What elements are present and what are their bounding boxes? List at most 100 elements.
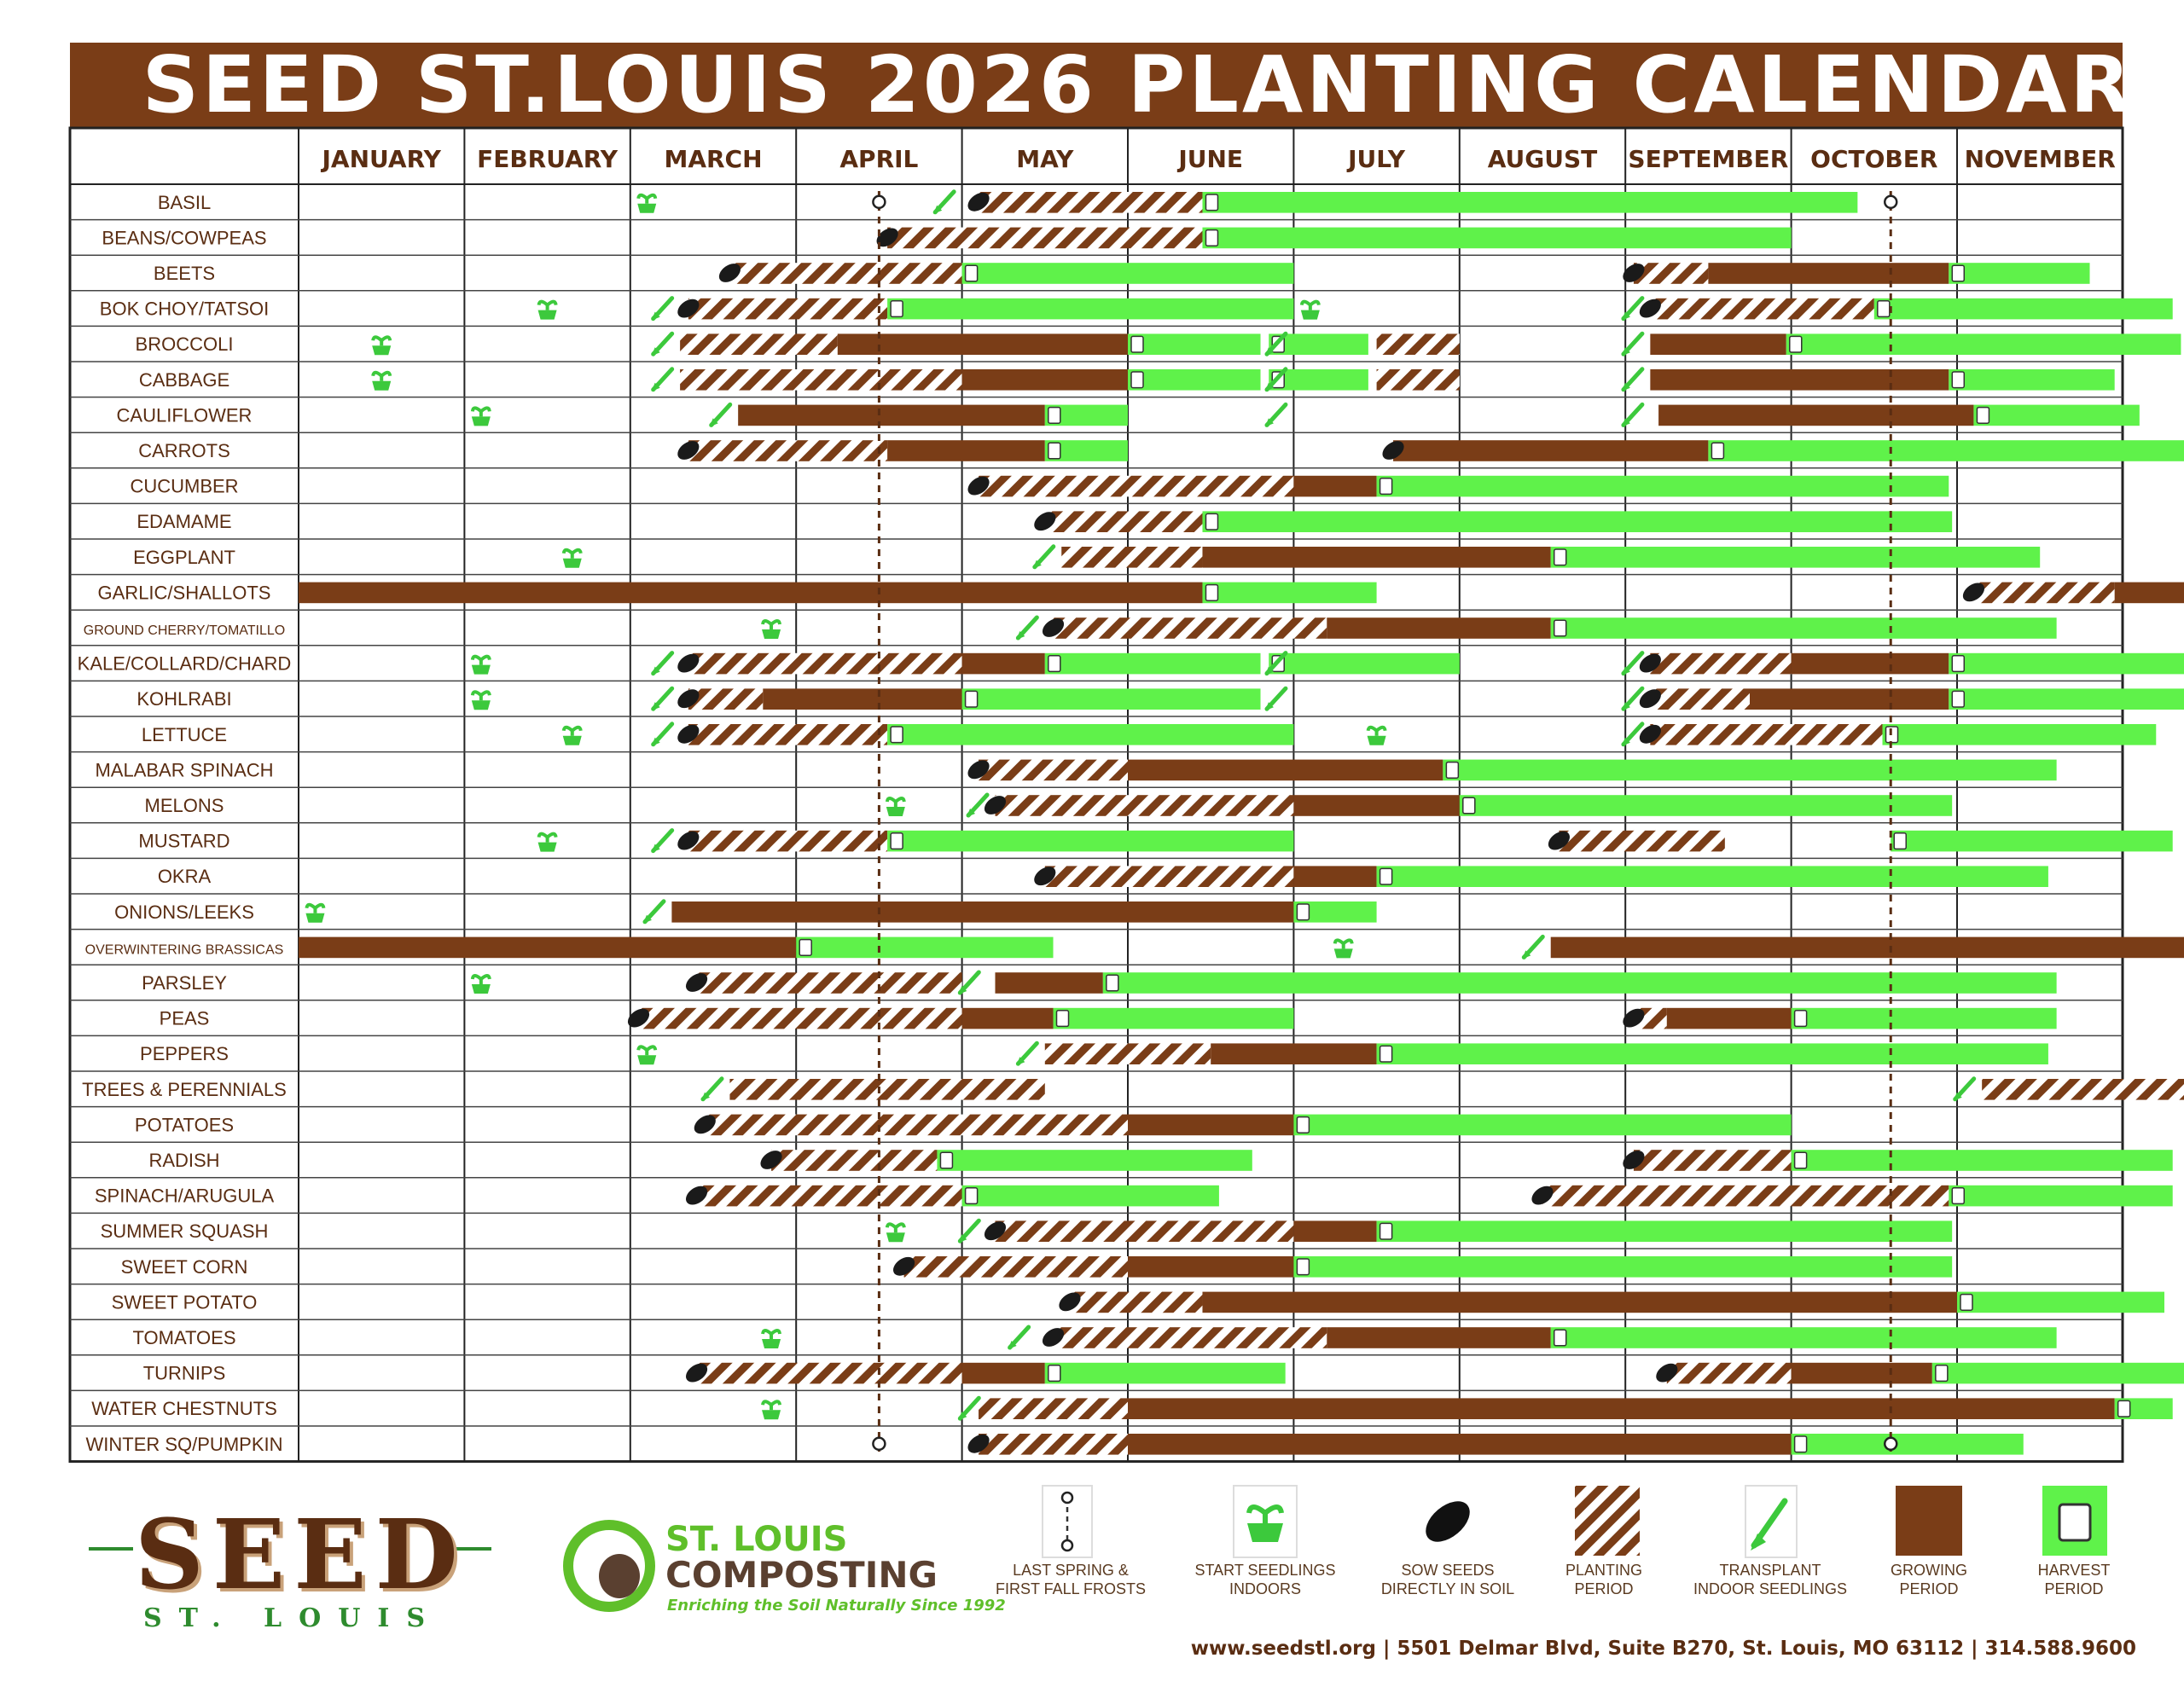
seed-icon [1382, 441, 1404, 460]
growing-bar [1128, 1256, 1294, 1278]
planting-bar [979, 1434, 1128, 1455]
planting-bar [688, 440, 888, 461]
planting-bar [729, 1079, 1045, 1100]
growing-bar [887, 440, 1045, 461]
harvest-bar [1128, 369, 1261, 391]
month-label: APRIL [839, 145, 918, 173]
planting-bar [1650, 724, 1883, 745]
trowel-blade [651, 382, 660, 391]
crop-label: BEETS [154, 263, 215, 284]
calendar-frame [68, 126, 2124, 1464]
harvest-bar [1376, 1043, 2048, 1064]
harvest-bucket-icon [890, 726, 903, 744]
harvest-bucket-icon [1205, 513, 1219, 530]
seedling-icon [562, 735, 582, 745]
harvest-bar [1791, 1434, 2024, 1455]
seedling-icon [471, 664, 491, 675]
harvest-bar [1376, 1220, 1953, 1242]
month-label: OCTOBER [1810, 145, 1937, 173]
growing-bar [1658, 404, 1974, 426]
planting-bar [1633, 1150, 1792, 1171]
seed-icon [685, 1186, 708, 1205]
planting-bar [696, 972, 962, 994]
harvest-bucket-icon [1106, 974, 1119, 992]
crop-label: CUCUMBER [130, 476, 238, 497]
harvest-bucket-icon [1296, 1116, 1310, 1133]
planting-bar [688, 724, 888, 745]
planting-bar [1650, 688, 1750, 710]
month-label: MARCH [664, 145, 762, 173]
trowel-blade [1621, 737, 1630, 746]
crop-label: PARSLEY [142, 972, 227, 994]
legend-label-transplant: TRANSPLANT INDOOR SEEDLINGS [1693, 1562, 1848, 1597]
harvest-bucket-icon [1877, 300, 1891, 318]
seed-icon [1656, 1363, 1678, 1383]
growing-bar [1791, 1362, 1932, 1384]
harvest-bar [1128, 333, 1261, 355]
harvest-bar [1550, 547, 2041, 568]
month-label: JANUARY [321, 145, 442, 173]
harvest-bucket-icon [1951, 1187, 1966, 1205]
planting-bar [680, 369, 962, 391]
harvest-bucket-icon [1130, 335, 1144, 353]
harvest-bar [1044, 1362, 1286, 1384]
trowel-blade [958, 986, 967, 994]
trowel-blade [1621, 702, 1630, 711]
month-label: JUNE [1176, 145, 1243, 173]
chart-title: SEED ST.LOUIS 2026 PLANTING CALENDAR [142, 39, 2135, 130]
seed-icon [760, 1151, 782, 1169]
crop-label: GROUND CHERRY/TOMATILLO [84, 623, 285, 638]
harvest-bar [1443, 759, 2057, 781]
planting-bar [995, 795, 1294, 816]
growing-bar [1750, 688, 1949, 710]
seedling-icon [1300, 310, 1320, 320]
crop-label: CARROTS [138, 440, 230, 461]
harvest-bucket-icon [1462, 797, 1476, 815]
seed-icon [1639, 724, 1661, 744]
crop-label: BOK CHOY/TATSOI [100, 299, 269, 320]
trowel-blade [651, 702, 660, 711]
planting-bar [729, 263, 962, 284]
composting-logo-line1: ST. LOUIS [665, 1520, 848, 1559]
harvest-bar [1708, 440, 2184, 461]
harvest-bucket-icon [1205, 194, 1219, 212]
planting-bar [638, 1007, 962, 1029]
planting-bar [1542, 1185, 1949, 1207]
harvest-bucket-icon [1935, 1365, 1949, 1383]
harvest-bucket-icon [1048, 442, 1061, 460]
harvest-bucket-icon [1379, 478, 1393, 496]
growing-bar [299, 936, 797, 959]
seedling-leaves [470, 690, 491, 701]
planting-bar [1559, 830, 1725, 852]
harvest-bucket-icon [1048, 1365, 1061, 1383]
trowel-blade [1264, 347, 1274, 357]
harvest-bucket-icon [1296, 1258, 1310, 1276]
harvest-bar [1949, 369, 2115, 391]
crop-label: PEPPERS [140, 1043, 229, 1064]
harvest-bar [961, 688, 1261, 710]
harvest-bucket-icon [1379, 1222, 1393, 1240]
harvest-bar [1786, 333, 2181, 355]
trowel-blade [1621, 311, 1630, 321]
harvest-bucket-icon [1789, 335, 1803, 353]
harvest-bar [1949, 652, 2184, 675]
growing-bar [1327, 617, 1551, 639]
harvest-bucket-icon [1048, 406, 1061, 424]
growing-bar [1327, 1327, 1551, 1348]
seedling-leaves [305, 902, 326, 913]
seed-icon [677, 653, 700, 673]
planting-bar [979, 192, 1203, 213]
seed-icon [627, 1008, 650, 1028]
growing-bar [961, 1007, 1054, 1029]
trowel-blade [1264, 702, 1274, 711]
harvest-bucket-icon [1445, 761, 1460, 779]
crop-label: CAULIFLOWER [117, 404, 253, 426]
harvest-bar [1550, 617, 2057, 639]
seedling-leaves [1299, 299, 1321, 310]
crop-label: WINTER SQ/PUMPKIN [85, 1434, 282, 1455]
seed-logo-line-right [435, 1547, 491, 1551]
legend-planting-icon [1575, 1486, 1640, 1556]
planting-bar [688, 830, 888, 852]
crop-label: SUMMER SQUASH [101, 1220, 269, 1242]
